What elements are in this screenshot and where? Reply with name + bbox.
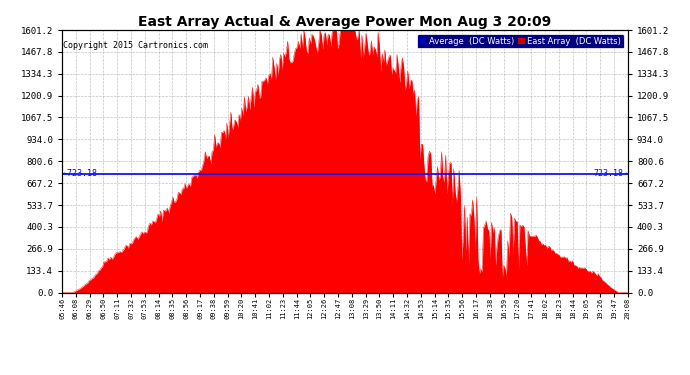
Legend: Average  (DC Watts), East Array  (DC Watts): Average (DC Watts), East Array (DC Watts… bbox=[417, 34, 624, 48]
Title: East Array Actual & Average Power Mon Aug 3 20:09: East Array Actual & Average Power Mon Au… bbox=[139, 15, 551, 29]
Text: 723.18→: 723.18→ bbox=[593, 170, 629, 178]
Text: Copyright 2015 Cartronics.com: Copyright 2015 Cartronics.com bbox=[63, 40, 208, 50]
Text: ←723.18: ←723.18 bbox=[63, 170, 98, 178]
